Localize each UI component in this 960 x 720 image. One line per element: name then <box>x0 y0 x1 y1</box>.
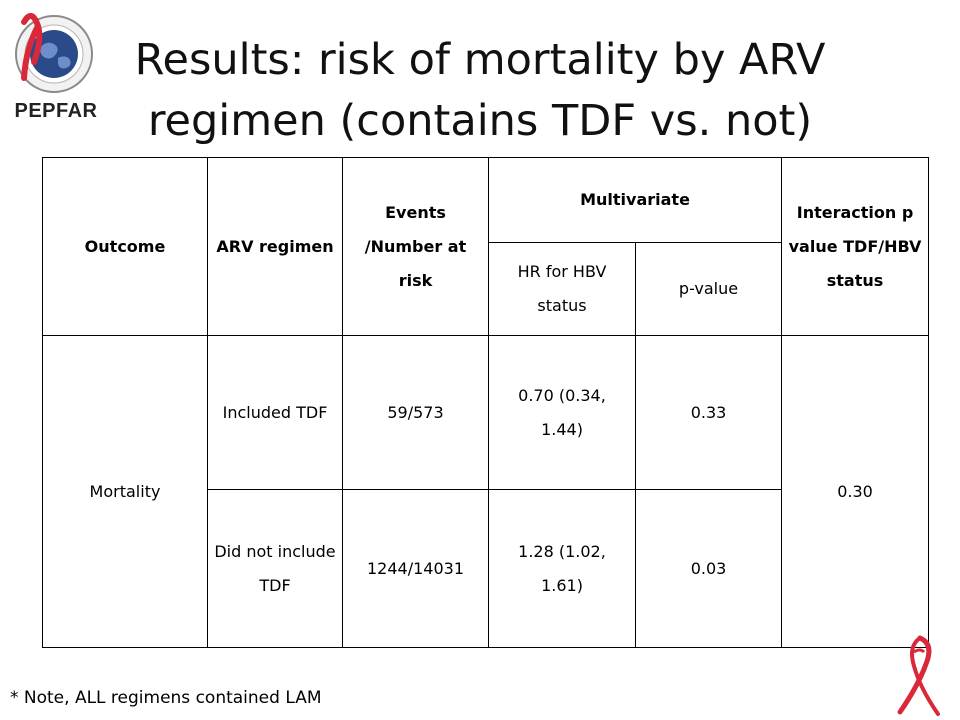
header-hr: HR for HBV status <box>488 242 636 336</box>
table-row: Did not include TDF 1244/14031 1.28 (1.0… <box>43 489 929 648</box>
pepfar-wordmark: PEPFAR <box>14 100 98 122</box>
events-cell: 59/573 <box>342 335 489 490</box>
header-events: Events /Number at risk <box>342 157 489 336</box>
p-value-cell: 0.33 <box>634 335 783 490</box>
hr-cell: 1.28 (1.02, 1.61) <box>488 489 636 648</box>
hr-cell: 0.70 (0.34, 1.44) <box>488 335 636 490</box>
outcome-cell: Mortality <box>42 335 208 648</box>
footnote: * Note, ALL regimens contained LAM <box>10 688 322 708</box>
regimen-cell: Did not include TDF <box>207 489 343 648</box>
header-interaction: Interaction p value TDF/HBV status <box>781 157 930 336</box>
events-cell: 1244/14031 <box>342 489 489 648</box>
pepfar-seal-icon <box>15 13 93 93</box>
header-arv-regimen: ARV regimen <box>207 157 343 336</box>
header-p-value: p-value <box>634 242 783 336</box>
results-table: Outcome ARV regimen Events /Number at ri… <box>42 157 930 648</box>
red-ribbon-icon <box>897 635 940 716</box>
page-title: Results: risk of mortality by ARV regime… <box>134 35 826 146</box>
p-value-cell: 0.03 <box>634 489 783 648</box>
table-row: Mortality Included TDF 59/573 0.70 (0.34… <box>42 335 930 648</box>
regimen-cell: Included TDF <box>207 335 343 490</box>
pepfar-logo: PEPFAR <box>6 8 98 122</box>
header-outcome: Outcome <box>42 157 208 336</box>
header-multivariate: Multivariate <box>487 157 783 243</box>
interaction-value-cell: 0.30 <box>781 335 930 648</box>
